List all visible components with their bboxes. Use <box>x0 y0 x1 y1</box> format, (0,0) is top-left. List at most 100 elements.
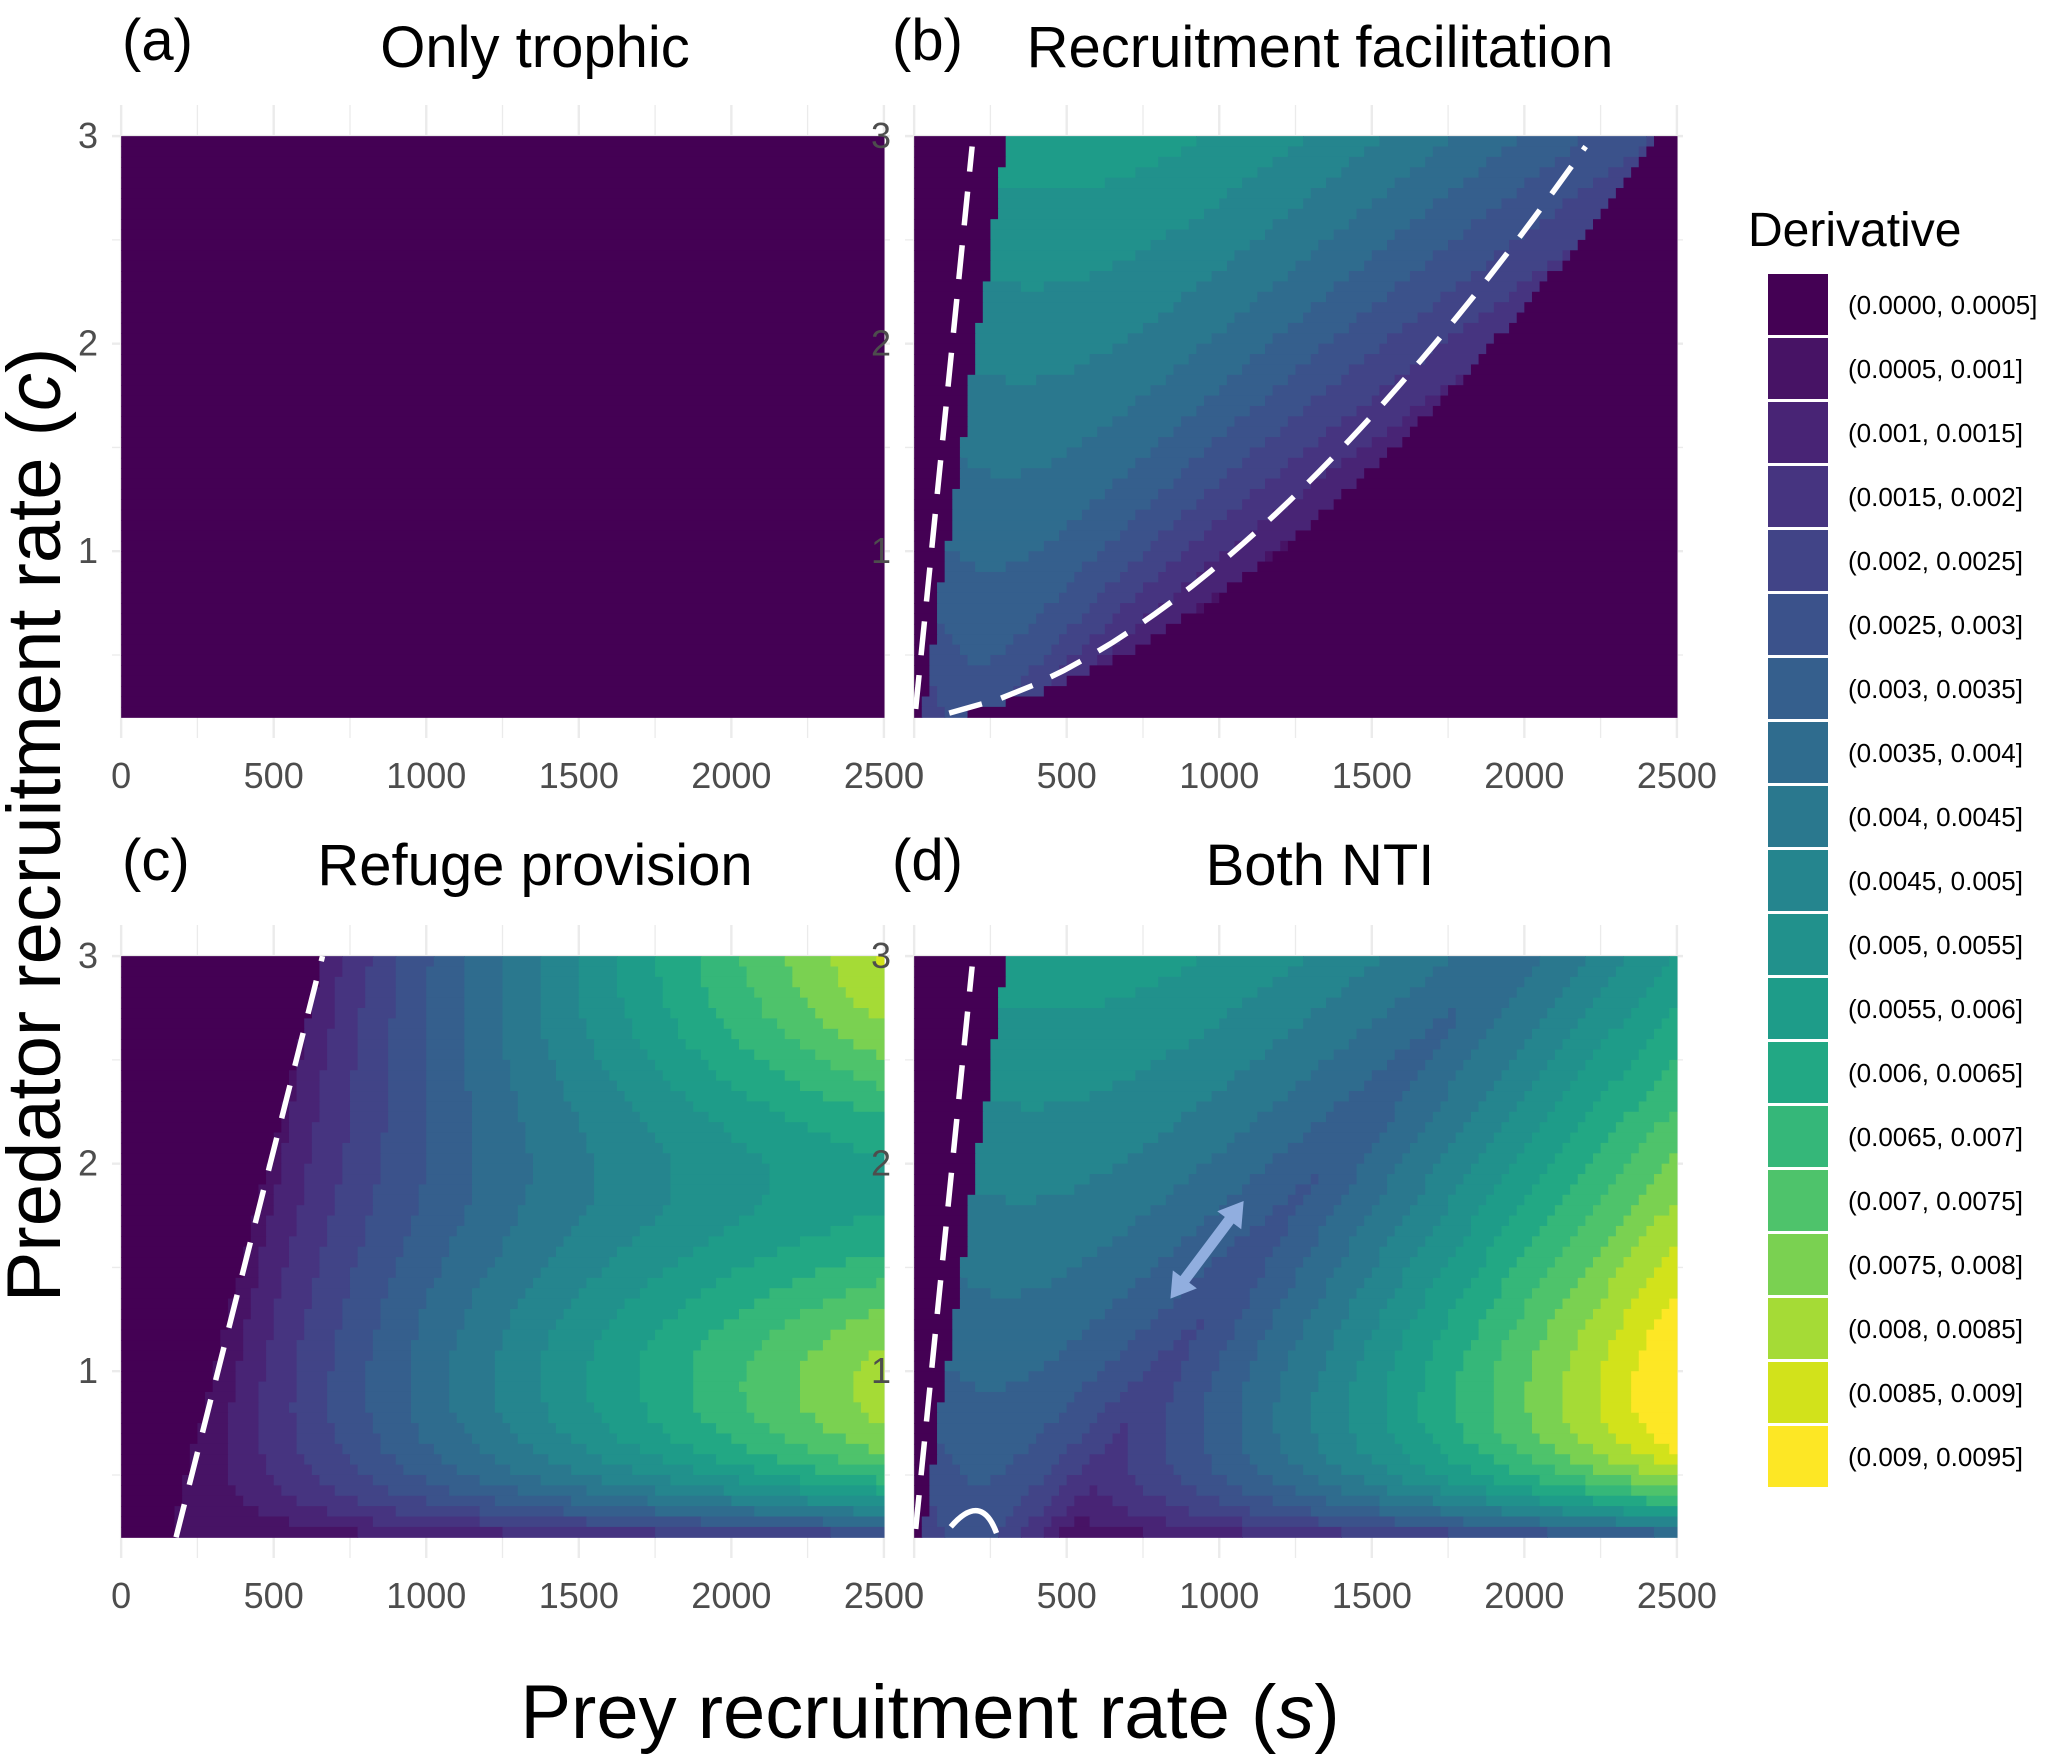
heatmap-cell <box>349 1132 382 1144</box>
heatmap-cell <box>1516 312 1678 324</box>
heatmap-cell <box>845 1288 885 1300</box>
heatmap-cell <box>121 1039 298 1051</box>
heatmap-cell <box>1188 1340 1228 1352</box>
heatmap-cell <box>472 1142 527 1154</box>
heatmap-cell <box>1326 291 1388 303</box>
heatmap-cell <box>937 696 1007 708</box>
heatmap-cell <box>1669 1298 1678 1310</box>
heatmap-cell <box>624 997 664 1009</box>
heatmap-cell <box>342 1142 382 1154</box>
heatmap-cell <box>273 1194 305 1206</box>
heatmap-cell <box>502 1049 549 1061</box>
heatmap-cell <box>952 499 1091 511</box>
heatmap-cell <box>1394 281 1457 293</box>
heatmap-cell <box>205 1402 229 1414</box>
heatmap-cell <box>632 1101 694 1113</box>
legend-swatch <box>1768 338 1828 399</box>
heatmap-cell <box>1356 1288 1396 1300</box>
heatmap-cell <box>1539 1495 1594 1507</box>
heatmap <box>121 956 885 1538</box>
heatmap-cell <box>761 1340 824 1352</box>
heatmap-cell <box>273 1132 290 1144</box>
heatmap-cell <box>914 457 961 469</box>
heatmap-cell <box>121 987 313 999</box>
heatmap-cell <box>1646 1132 1678 1144</box>
heatmap-cell <box>1524 229 1586 241</box>
heatmap-cell <box>1425 1371 1457 1383</box>
heatmap-cell <box>914 167 999 179</box>
heatmap-cell <box>1303 405 1358 417</box>
heatmap-cell <box>876 956 885 968</box>
heatmap-cell <box>1318 1381 1350 1393</box>
heatmap-cell <box>304 1184 336 1196</box>
heatmap-cell <box>1623 1070 1663 1082</box>
heatmap-cell <box>914 1225 969 1237</box>
heatmap-cell <box>1173 302 1251 314</box>
heatmap-cell <box>426 1153 473 1165</box>
heatmap-cell <box>121 447 885 459</box>
heatmap-cell <box>1051 1277 1136 1289</box>
heatmap-cell <box>319 1101 351 1113</box>
heatmap-cell <box>1638 1350 1678 1362</box>
heatmap-cell <box>349 1454 397 1466</box>
heatmap-cell <box>1219 1018 1304 1030</box>
heatmap-cell <box>502 966 542 978</box>
heatmap-cell <box>327 1215 366 1227</box>
heatmap-cell <box>1112 1163 1197 1175</box>
heatmap-cell <box>1463 229 1525 241</box>
heatmap-cell <box>273 1205 298 1217</box>
heatmap-cell <box>1554 997 1594 1009</box>
heatmap-cell <box>1287 1194 1304 1206</box>
heatmap-cell <box>227 1402 260 1414</box>
heatmap-cell <box>1104 1308 1159 1320</box>
heatmap-cell <box>1615 1225 1647 1237</box>
heatmap-cell <box>616 1246 694 1258</box>
heatmap-cell <box>1211 333 1274 345</box>
heatmap-cell <box>914 374 969 386</box>
heatmap-cell <box>914 156 1007 168</box>
heatmap-cell <box>1417 1391 1457 1403</box>
heatmap-cell <box>1173 426 1228 438</box>
heatmap-cell <box>121 623 885 635</box>
heatmap-cell <box>1257 520 1312 532</box>
heatmap-cell <box>319 1070 351 1082</box>
heatmap-cell <box>1028 1485 1060 1497</box>
heatmap-cell <box>258 1277 282 1289</box>
heatmap-cell <box>1432 1340 1472 1352</box>
heatmap-cell <box>266 1371 298 1383</box>
heatmap-cell <box>1577 966 1617 978</box>
heatmap-cell <box>235 1288 252 1300</box>
heatmap-cell <box>235 1381 260 1393</box>
heatmap-cell <box>1524 976 1571 988</box>
heatmap-cell <box>1104 540 1152 552</box>
heatmap-cell <box>1165 1049 1266 1061</box>
heatmap-cell <box>311 1153 343 1165</box>
heatmap-cell <box>1531 1288 1571 1300</box>
heatmap-cell <box>754 1257 847 1269</box>
heatmap-cell <box>1593 1205 1632 1217</box>
heatmap-cell <box>1409 987 1518 999</box>
heatmap-cell <box>296 1371 328 1383</box>
heatmap-cell <box>1417 1070 1457 1082</box>
legend-swatch <box>1768 978 1828 1039</box>
heatmap-cell <box>914 219 992 231</box>
heatmap-cell <box>510 1059 557 1071</box>
heatmap-cell <box>1226 1008 1312 1019</box>
heatmap-cell <box>1440 1267 1480 1279</box>
heatmap-cell <box>1303 447 1358 459</box>
heatmap-cell <box>830 1132 885 1144</box>
heatmap-cell <box>723 1122 809 1134</box>
heatmap-cell <box>1585 229 1678 241</box>
heatmap-cell <box>1104 1443 1129 1455</box>
heatmap-cell <box>1455 1132 1495 1144</box>
heatmap-cell <box>1631 1059 1670 1071</box>
heatmap-cell <box>959 478 1114 490</box>
heatmap-cell <box>121 1132 275 1144</box>
heatmap-cell <box>754 1464 816 1476</box>
legend-swatch <box>1768 1106 1828 1167</box>
heatmap-cell <box>1600 208 1678 220</box>
heatmap-cell <box>1287 1215 1327 1227</box>
heatmap-cell <box>639 1111 710 1123</box>
heatmap-cell <box>838 976 885 988</box>
heatmap-cell <box>121 1205 260 1217</box>
